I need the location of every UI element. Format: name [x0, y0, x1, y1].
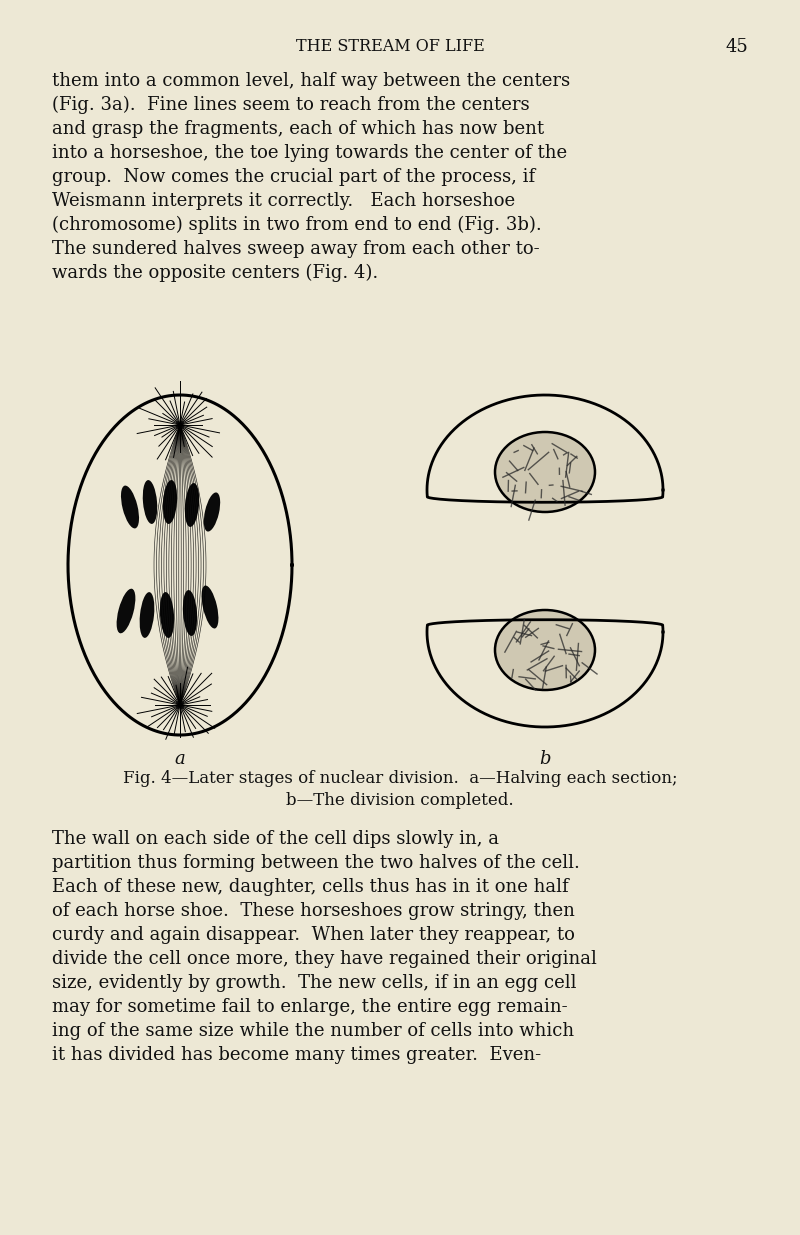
Ellipse shape	[121, 485, 139, 529]
Text: into a horseshoe, the toe lying towards the center of the: into a horseshoe, the toe lying towards …	[52, 144, 567, 162]
Ellipse shape	[185, 483, 199, 527]
Text: The wall on each side of the cell dips slowly in, a: The wall on each side of the cell dips s…	[52, 830, 499, 848]
Text: ing of the same size while the number of cells into which: ing of the same size while the number of…	[52, 1023, 574, 1040]
Text: group.  Now comes the crucial part of the process, if: group. Now comes the crucial part of the…	[52, 168, 535, 186]
Text: divide the cell once more, they have regained their original: divide the cell once more, they have reg…	[52, 950, 597, 968]
Text: partition thus forming between the two halves of the cell.: partition thus forming between the two h…	[52, 853, 580, 872]
Ellipse shape	[142, 480, 158, 524]
Ellipse shape	[495, 432, 595, 513]
Ellipse shape	[204, 493, 220, 531]
Text: Fig. 4—Later stages of nuclear division.  a—Halving each section;: Fig. 4—Later stages of nuclear division.…	[122, 769, 678, 787]
Text: a: a	[174, 750, 186, 768]
Text: b: b	[539, 750, 550, 768]
Text: wards the opposite centers (Fig. 4).: wards the opposite centers (Fig. 4).	[52, 264, 378, 283]
Ellipse shape	[202, 585, 218, 629]
Text: it has divided has become many times greater.  Even-: it has divided has become many times gre…	[52, 1046, 541, 1065]
Text: The sundered halves sweep away from each other to-: The sundered halves sweep away from each…	[52, 240, 540, 258]
Ellipse shape	[495, 610, 595, 690]
Text: THE STREAM OF LIFE: THE STREAM OF LIFE	[296, 38, 484, 56]
Text: them into a common level, half way between the centers: them into a common level, half way betwe…	[52, 72, 570, 90]
Text: of each horse shoe.  These horseshoes grow stringy, then: of each horse shoe. These horseshoes gro…	[52, 902, 575, 920]
Text: and grasp the fragments, each of which has now bent: and grasp the fragments, each of which h…	[52, 120, 544, 138]
Text: 45: 45	[725, 38, 748, 56]
Text: (chromosome) splits in two from end to end (Fig. 3b).: (chromosome) splits in two from end to e…	[52, 216, 542, 235]
Text: Each of these new, daughter, cells thus has in it one half: Each of these new, daughter, cells thus …	[52, 878, 569, 897]
Ellipse shape	[160, 592, 174, 638]
Ellipse shape	[183, 590, 197, 636]
Text: may for sometime fail to enlarge, the entire egg remain-: may for sometime fail to enlarge, the en…	[52, 998, 568, 1016]
Text: (Fig. 3a).  Fine lines seem to reach from the centers: (Fig. 3a). Fine lines seem to reach from…	[52, 96, 530, 115]
Text: size, evidently by growth.  The new cells, if in an egg cell: size, evidently by growth. The new cells…	[52, 974, 577, 992]
Ellipse shape	[163, 480, 177, 524]
Ellipse shape	[117, 589, 135, 634]
Text: curdy and again disappear.  When later they reappear, to: curdy and again disappear. When later th…	[52, 926, 575, 944]
Ellipse shape	[140, 592, 154, 638]
Text: b—The division completed.: b—The division completed.	[286, 792, 514, 809]
Text: Weismann interprets it correctly.   Each horseshoe: Weismann interprets it correctly. Each h…	[52, 191, 515, 210]
